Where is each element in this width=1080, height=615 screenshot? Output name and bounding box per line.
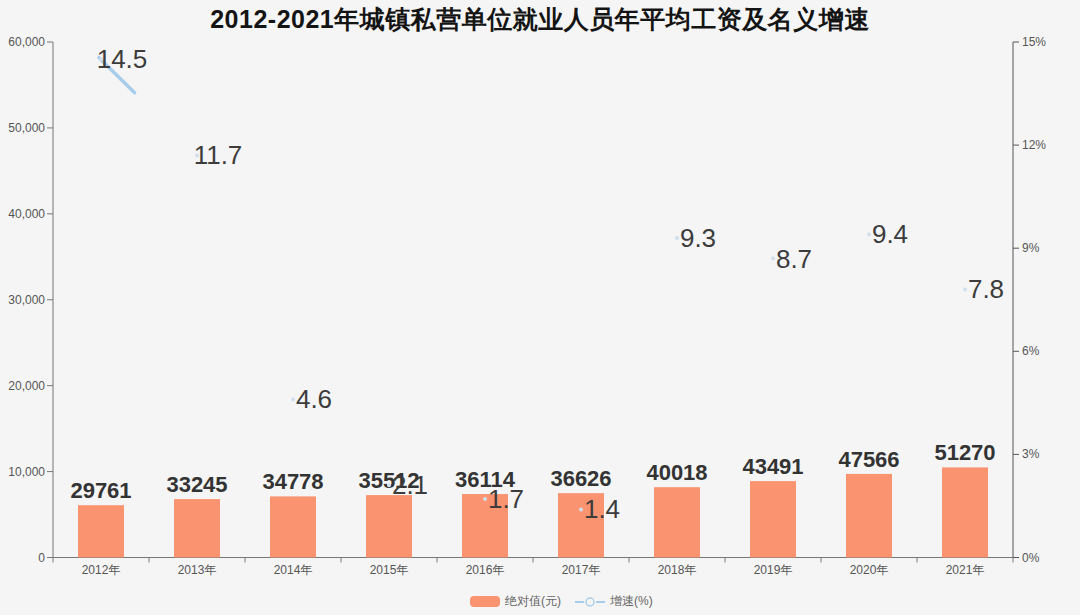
growth-value-label-2016年: 1.7 [488,484,524,514]
growth-value-label-2017年: 1.4 [584,494,620,524]
growth-point-2017年 [579,507,583,511]
legend: 绝对值(元) 增速(%) [470,593,653,610]
x-axis-label-2017年: 2017年 [562,563,601,577]
bar-series-swatch-icon [470,596,500,607]
x-axis-label-2019年: 2019年 [754,563,793,577]
y-axis-left-tick-label: 30,000 [8,293,45,307]
bar-2014年[interactable] [270,496,316,557]
x-axis-label-2015年: 2015年 [370,563,409,577]
bar-2020年[interactable] [846,474,892,558]
x-axis-label-2014年: 2014年 [274,563,313,577]
y-axis-left-tick-label: 10,000 [8,465,45,479]
bar-value-label-2014年: 34778 [262,469,323,494]
growth-point-2014年 [291,397,295,401]
growth-value-label-2021年: 7.8 [968,274,1004,304]
y-axis-right-tick-label: 6% [1022,344,1040,358]
bar-2019年[interactable] [750,481,796,557]
growth-point-2016年 [483,497,487,501]
y-axis-left-tick-label: 50,000 [8,121,45,135]
y-axis-left-tick-label: 60,000 [8,35,45,49]
legend-item-line[interactable]: 增速(%) [575,593,653,610]
y-axis-left-tick-label: 40,000 [8,207,45,221]
x-axis-label-2020年: 2020年 [850,563,889,577]
line-series-marker-icon [575,596,605,608]
y-axis-right-tick-label: 15% [1022,35,1046,49]
growth-point-2020年 [867,232,871,236]
y-axis-right-tick-label: 12% [1022,138,1046,152]
growth-point-2019年 [771,257,775,261]
x-axis-label-2018年: 2018年 [658,563,697,577]
legend-item-bar[interactable]: 绝对值(元) [470,593,561,610]
growth-point-2018年 [675,236,679,240]
growth-point-2015年 [387,483,391,487]
y-axis-right-tick-label: 3% [1022,447,1040,461]
x-axis-label-2021年: 2021年 [946,563,985,577]
growth-value-label-2020年: 9.4 [872,219,908,249]
bar-value-label-2020年: 47566 [838,447,899,472]
growth-value-label-2012年: 14.5 [97,44,148,74]
bar-2012年[interactable] [78,505,124,557]
legend-bar-label: 绝对值(元) [505,593,561,610]
y-axis-right-tick-label: 0% [1022,551,1040,565]
x-axis-label-2012年: 2012年 [82,563,121,577]
bar-2021年[interactable] [942,467,988,557]
y-axis-left-tick-label: 20,000 [8,379,45,393]
bar-value-label-2013年: 33245 [166,472,227,497]
bar-2015年[interactable] [366,495,412,557]
bar-2018年[interactable] [654,487,700,557]
bar-value-label-2019年: 43491 [742,454,803,479]
y-axis-right-tick-label: 9% [1022,241,1040,255]
wage-growth-chart: 2012-2021年城镇私营单位就业人员年平均工资及名义增速 010,00020… [0,0,1080,615]
bar-value-label-2018年: 40018 [646,460,707,485]
bar-2013年[interactable] [174,499,220,557]
growth-point-2021年 [963,287,967,291]
growth-value-label-2013年: 11.7 [194,140,243,170]
x-axis-label-2013年: 2013年 [178,563,217,577]
growth-value-label-2019年: 8.7 [776,244,812,274]
bar-value-label-2017年: 36626 [550,466,611,491]
x-axis-label-2016年: 2016年 [466,563,505,577]
growth-value-label-2015年: 2.1 [392,470,428,500]
growth-value-label-2018年: 9.3 [680,223,716,253]
y-axis-left-tick-label: 0 [38,551,45,565]
growth-value-label-2014年: 4.6 [296,384,332,414]
bar-value-label-2012年: 29761 [70,478,131,503]
plot-area: 0 10,000 20,000 30,000 40,000 50,000 60,000 0% 3… [0,0,1080,615]
bar-value-label-2021年: 51270 [934,440,995,465]
legend-line-label: 增速(%) [610,593,653,610]
